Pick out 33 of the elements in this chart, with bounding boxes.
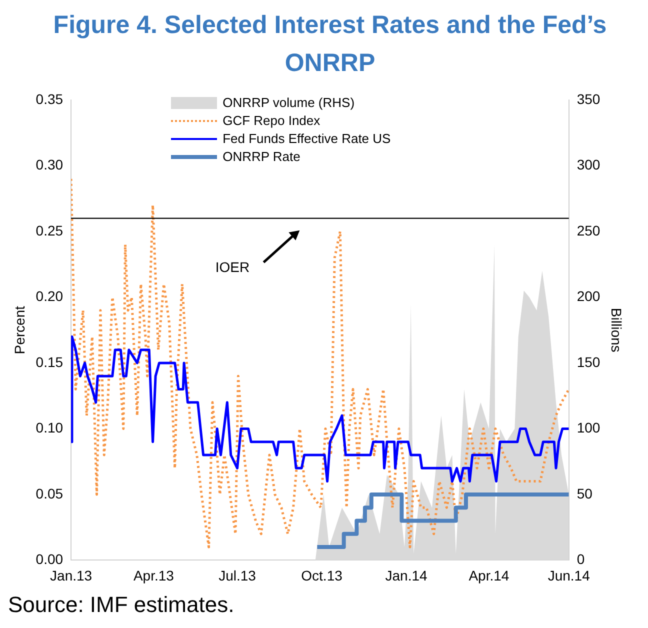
y2-tick-label: 250: [576, 222, 600, 238]
y2-tick-label: 200: [576, 288, 600, 304]
source-note: Source: IMF estimates.: [8, 592, 234, 618]
ref-line-label: IOER: [215, 259, 250, 276]
legend-label: Fed Funds Effective Rate US: [222, 130, 391, 148]
y2-tick-label: 150: [576, 354, 600, 370]
y-tick-label: 0.10: [36, 420, 64, 436]
y-tick-label: 0.15: [36, 354, 64, 370]
x-tick-label: Jan.13: [50, 567, 92, 584]
legend-label: ONRRP volume (RHS): [222, 94, 355, 112]
y-axis-title: Percent: [11, 306, 28, 354]
y2-tick-label: 0: [576, 551, 585, 568]
chart-title: Figure 4. Selected Interest Rates and the Fed’s ONRRP: [52, 10, 608, 79]
y2-tick-label: 50: [576, 485, 593, 502]
y2-tick-label: 300: [576, 156, 600, 173]
y-tick-label: 0.30: [36, 156, 64, 173]
legend-label: ONRRP Rate: [222, 148, 300, 166]
x-tick-label: Oct.13: [301, 567, 343, 584]
x-tick-label: Apr.13: [133, 567, 174, 584]
legend-label: GCF Repo Index: [222, 112, 320, 130]
line-series: [71, 178, 569, 548]
y-tick-label: 0.00: [36, 551, 64, 568]
y2-tick-label: 350: [576, 90, 600, 107]
y-tick-label: 0.35: [36, 90, 64, 107]
x-tick-label: Apr.14: [468, 567, 510, 584]
x-tick-label: Jul.13: [218, 567, 256, 584]
x-tick-label: Jan.14: [385, 567, 428, 584]
y-tick-label: 0.05: [36, 485, 64, 502]
y2-tick-label: 100: [576, 420, 600, 436]
y-tick-label: 0.25: [36, 222, 64, 238]
y-tick-label: 0.20: [36, 288, 64, 304]
x-tick-label: Jun.14: [548, 567, 590, 584]
y2-axis-title: Billions: [608, 308, 625, 352]
